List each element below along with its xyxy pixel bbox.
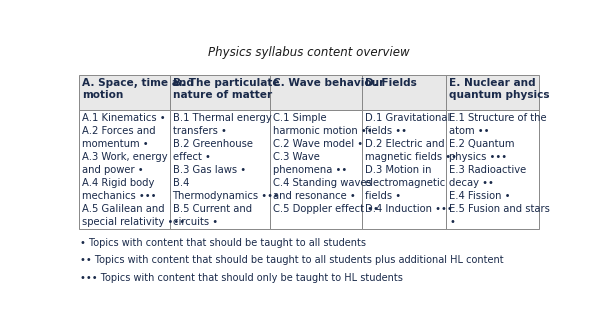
Text: B.1 Thermal energy
transfers •
B.2 Greenhouse
effect •
B.3 Gas laws •
B.4
Thermo: B.1 Thermal energy transfers • B.2 Green… [173,113,279,227]
Bar [362,109,446,229]
Text: A. Space, time and
motion: A. Space, time and motion [82,78,194,100]
Text: •• Topics with content that should be taught to all students plus additional HL : •• Topics with content that should be ta… [80,255,503,265]
Text: C.1 Simple
harmonic motion ••
C.2 Wave model •
C.3 Wave
phenomena ••
C.4 Standin: C.1 Simple harmonic motion •• C.2 Wave m… [273,113,379,214]
Text: Physics syllabus content overview: Physics syllabus content overview [208,46,409,59]
Text: • Topics with content that should be taught to all students: • Topics with content that should be tau… [80,238,366,248]
Text: C. Wave behaviour: C. Wave behaviour [273,78,384,88]
Bar [79,75,170,109]
Bar [79,109,170,229]
Text: D.1 Gravitational
fields ••
D.2 Electric and
magnetic fields ••
D.3 Motion in
el: D.1 Gravitational fields •• D.2 Electric… [365,113,457,214]
Bar [270,75,362,109]
Text: E. Nuclear and
quantum physics: E. Nuclear and quantum physics [449,78,550,100]
Text: D. Fields: D. Fields [365,78,417,88]
Text: ••• Topics with content that should only be taught to HL students: ••• Topics with content that should only… [80,273,403,283]
Text: A.1 Kinematics •
A.2 Forces and
momentum •
A.3 Work, energy
and power •
A.4 Rigi: A.1 Kinematics • A.2 Forces and momentum… [82,113,185,227]
Text: B. The particulate
nature of matter: B. The particulate nature of matter [173,78,279,100]
Bar [270,109,362,229]
Bar [446,75,539,109]
Text: E.1 Structure of the
atom ••
E.2 Quantum
physics •••
E.3 Radioactive
decay ••
E.: E.1 Structure of the atom •• E.2 Quantum… [449,113,550,227]
Bar [170,75,270,109]
Bar [362,75,446,109]
Bar [170,109,270,229]
Bar [446,109,539,229]
